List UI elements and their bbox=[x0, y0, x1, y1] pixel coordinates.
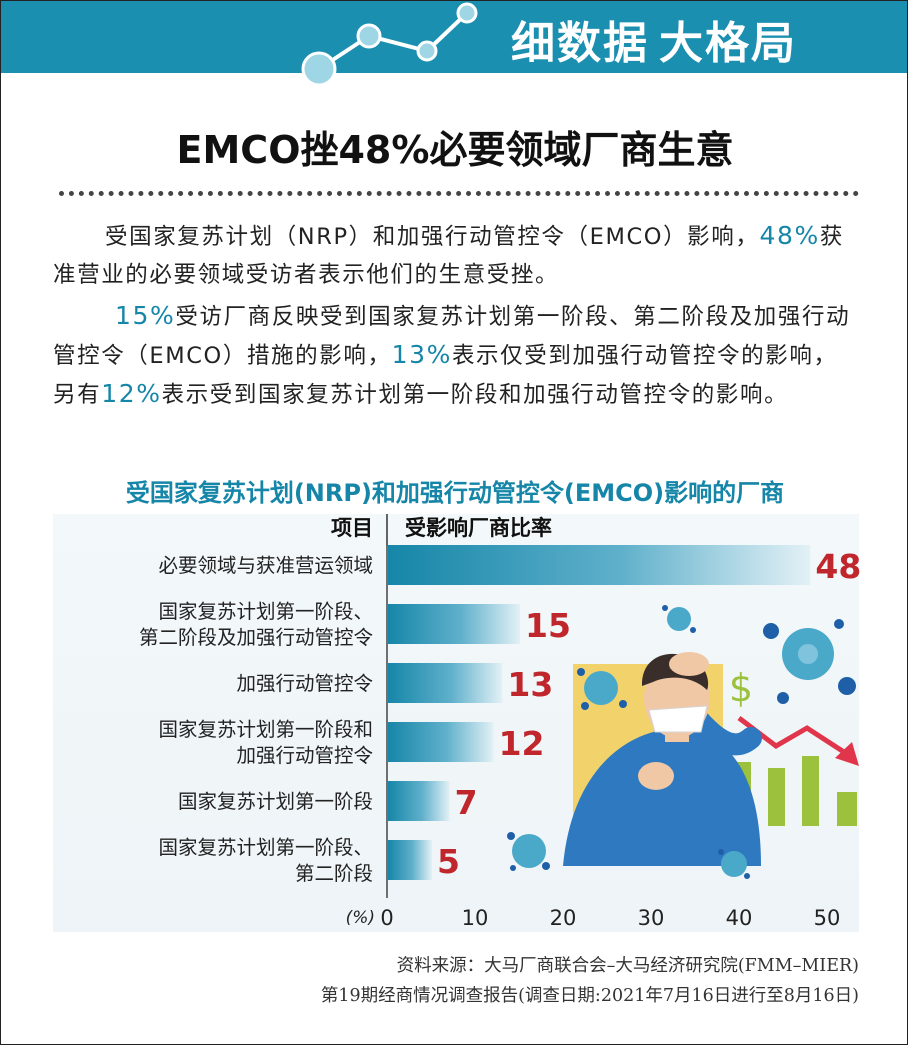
column-header-value: 受影响厂商比率 bbox=[405, 516, 552, 540]
paragraph-2-text-c: 表示受到国家复苏计划第一阶段和加强行动管控令的影响。 bbox=[161, 382, 789, 408]
x-tick-label: 0 bbox=[380, 906, 393, 930]
line-chart-icon bbox=[301, 2, 478, 87]
x-tick-label: 30 bbox=[638, 906, 665, 930]
x-tick-label: 50 bbox=[814, 906, 841, 930]
category-label: 必要领域与获准营运领域 bbox=[158, 554, 373, 577]
paragraph-1: 受国家复苏计划（NRP）和加强行动管控令（EMCO）影响，48%获准营业的必要领… bbox=[53, 217, 861, 294]
bar-value-label: 13 bbox=[507, 665, 553, 704]
bar bbox=[388, 840, 432, 880]
bar bbox=[388, 781, 450, 821]
axis-unit-label: (%) bbox=[346, 908, 375, 928]
category-label: 第二阶段及加强行动管控令 bbox=[139, 626, 373, 649]
bar bbox=[388, 604, 520, 644]
bar bbox=[388, 545, 811, 585]
person-hand-on-head bbox=[669, 652, 709, 676]
dollar-sign-icon: $ bbox=[729, 666, 753, 710]
bar-value-label: 15 bbox=[525, 606, 571, 645]
virus-icon bbox=[507, 832, 550, 871]
category-label: 第二阶段 bbox=[295, 862, 373, 885]
bar-chart: $ 项目 受影响厂商比率48必要领域与获准营运领域15国家复苏计划第一阶段、第二阶… bbox=[53, 514, 861, 932]
category-label: 加强行动管控令 bbox=[236, 672, 373, 695]
bar bbox=[388, 722, 494, 762]
highlight-48: 48% bbox=[759, 221, 820, 250]
paragraph-2-text-b: 表示仅受到加强行动管控令的影响，另有 bbox=[53, 343, 838, 408]
source-line-1: 资料来源：大马厂商联合会–大马经济研究院(FMM–MIER) bbox=[396, 956, 859, 976]
highlight-15: 15% bbox=[115, 301, 176, 330]
paragraph-1-text-b: 获准营业的必要领域受访者表示他们的生意受挫。 bbox=[53, 224, 844, 288]
paragraph-2-text-a: 受访厂商反映受到国家复苏计划第一阶段、第二阶段及加强行动管控令（EMCO）措施的… bbox=[53, 304, 851, 369]
mini-bar-decoration bbox=[837, 792, 857, 826]
virus-icon bbox=[577, 668, 627, 710]
paragraph-2: 15%受访厂商反映受到国家复苏计划第一阶段、第二阶段及加强行动管控令（EMCO）… bbox=[53, 297, 861, 414]
down-arrow-head-icon bbox=[835, 742, 859, 766]
bar-value-label: 48 bbox=[815, 547, 861, 586]
virus-icon bbox=[718, 849, 750, 879]
virus-icon bbox=[662, 605, 696, 633]
face-mask-icon bbox=[648, 705, 708, 733]
section-title: 细数据 大格局 bbox=[511, 7, 797, 71]
source-note: 资料来源：大马厂商联合会–大马经济研究院(FMM–MIER) 第19期经商情况调… bbox=[321, 951, 859, 1011]
x-tick-label: 40 bbox=[726, 906, 753, 930]
person-hand-on-chest bbox=[638, 762, 674, 790]
section-title-part1: 细数据 bbox=[511, 18, 649, 69]
highlight-12: 12% bbox=[101, 379, 162, 408]
column-header-item: 项目 bbox=[331, 516, 373, 540]
worried-man-illustration: $ bbox=[507, 605, 859, 879]
bar bbox=[388, 663, 503, 703]
virus-icon bbox=[763, 619, 856, 704]
category-label: 国家复苏计划第一阶段 bbox=[178, 790, 373, 813]
source-line-2: 第19期经商情况调查报告(调查日期:2021年7月16日进行至8月16日) bbox=[320, 986, 859, 1006]
category-label: 加强行动管控令 bbox=[236, 744, 373, 767]
x-tick-label: 20 bbox=[550, 906, 577, 930]
x-tick-label: 10 bbox=[462, 906, 489, 930]
headline: EMCO挫48%必要领域厂商生意 bbox=[176, 128, 734, 172]
mini-bar-decoration bbox=[802, 756, 819, 826]
category-label: 国家复苏计划第一阶段、 bbox=[158, 600, 373, 623]
bar-value-label: 12 bbox=[499, 724, 545, 763]
category-label: 国家复苏计划第一阶段、 bbox=[158, 836, 373, 859]
highlight-13: 13% bbox=[391, 340, 452, 369]
section-title-part2: 大格局 bbox=[659, 18, 797, 69]
person-torso bbox=[563, 728, 761, 866]
chart-title: 受国家复苏计划(NRP)和加强行动管控令(EMCO)影响的厂商 bbox=[125, 479, 785, 507]
dotted-divider bbox=[59, 191, 859, 196]
bar-value-label: 5 bbox=[437, 842, 460, 881]
header-banner: 细数据 大格局 bbox=[1, 1, 907, 87]
paragraph-1-text-a: 受国家复苏计划（NRP）和加强行动管控令（EMCO）影响， bbox=[105, 224, 760, 250]
mini-bar-decoration bbox=[768, 768, 785, 826]
category-label: 国家复苏计划第一阶段和 bbox=[158, 718, 373, 741]
bar-value-label: 7 bbox=[455, 783, 478, 822]
